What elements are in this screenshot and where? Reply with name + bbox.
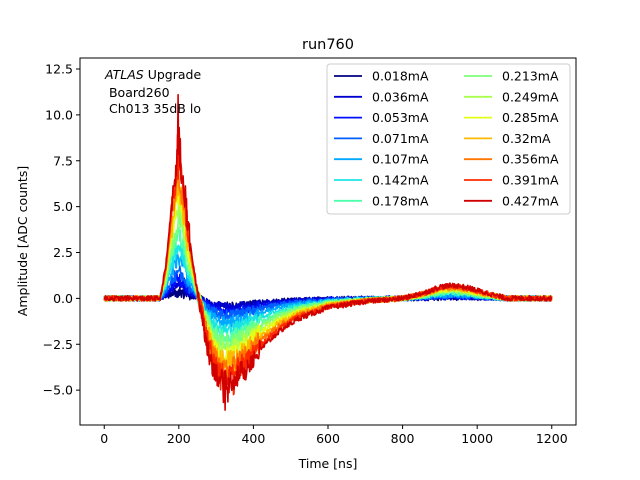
x-tick-label: 200 <box>167 431 191 446</box>
x-tick-label: 800 <box>391 431 415 446</box>
legend-label: 0.391mA <box>502 173 559 188</box>
series-line <box>103 93 553 411</box>
y-tick-label: 7.5 <box>53 153 73 168</box>
y-tick-label: 5.0 <box>53 199 73 214</box>
y-axis: −5.0 −2.5 0.0 2.5 5.0 7.5 10.0 12.5 <box>43 62 80 398</box>
chart-title: run760 <box>302 37 354 53</box>
legend-label: 0.427mA <box>502 193 559 208</box>
x-tick-label: 1200 <box>536 431 568 446</box>
y-tick-label: −2.5 <box>43 337 73 352</box>
legend-label: 0.356mA <box>502 152 559 167</box>
x-tick-label: 400 <box>241 431 265 446</box>
legend-label: 0.285mA <box>502 110 559 125</box>
plot-annotation: ATLAS Upgrade Board260 Ch013 35dB lo <box>104 67 201 116</box>
y-tick-label: 0.0 <box>53 291 73 306</box>
legend-label: 0.018mA <box>372 69 429 84</box>
x-axis-label: Time [ns] <box>298 456 358 471</box>
legend-label: 0.178mA <box>372 193 429 208</box>
y-tick-label: 12.5 <box>45 62 73 77</box>
x-tick-label: 600 <box>316 431 340 446</box>
x-tick-label: 0 <box>100 431 108 446</box>
legend: 0.018mA 0.036mA 0.053mA 0.071mA 0.107mA 0.142… <box>326 63 571 215</box>
annotation-line-3: Ch013 35dB lo <box>105 101 201 116</box>
x-tick-label: 1000 <box>461 431 493 446</box>
y-tick-label: 10.0 <box>45 107 73 122</box>
y-tick-label: −5.0 <box>43 383 73 398</box>
legend-label: 0.32mA <box>502 131 551 146</box>
y-tick-label: 2.5 <box>53 245 73 260</box>
legend-label: 0.053mA <box>372 110 429 125</box>
legend-label: 0.071mA <box>372 131 429 146</box>
series-layer <box>103 93 553 411</box>
legend-label: 0.213mA <box>502 69 559 84</box>
y-axis-label: Amplitude [ADC counts] <box>15 166 30 316</box>
legend-label: 0.142mA <box>372 173 429 188</box>
annotation-line-1: ATLAS Upgrade <box>104 67 201 82</box>
legend-label: 0.107mA <box>372 152 429 167</box>
series-0.427mA <box>103 93 553 411</box>
legend-label: 0.036mA <box>372 89 429 104</box>
x-axis: 0 200 400 600 800 1000 1200 <box>100 425 568 446</box>
legend-box <box>326 63 571 215</box>
annotation-line-2: Board260 <box>105 85 170 100</box>
legend-label: 0.249mA <box>502 89 559 104</box>
